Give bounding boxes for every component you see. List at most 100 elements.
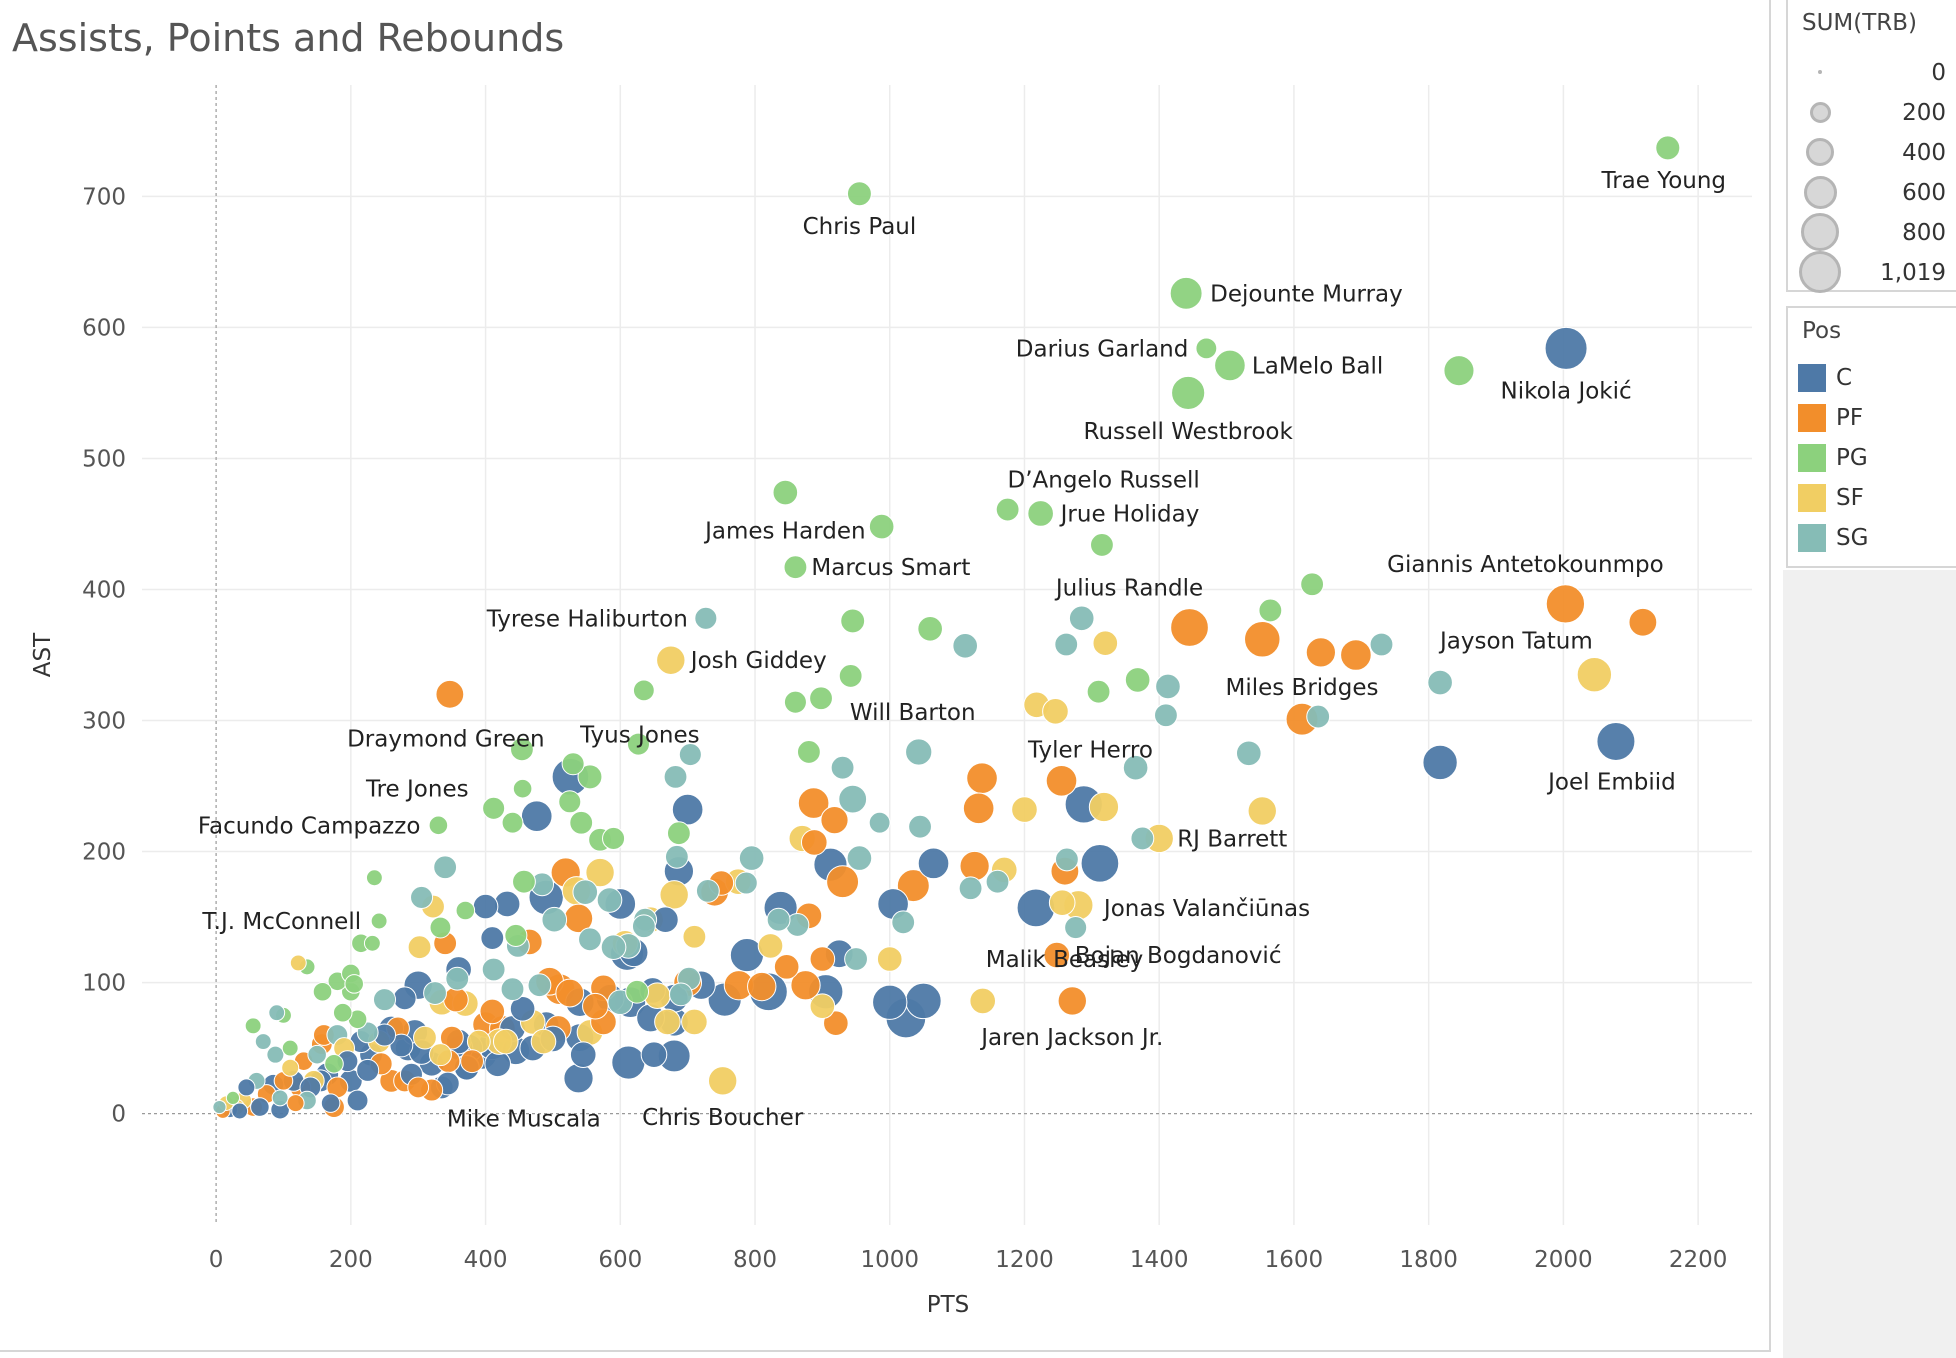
x-tick-label: 1400 (1130, 1247, 1189, 1273)
data-point (1247, 796, 1277, 826)
data-point (577, 764, 603, 790)
data-point (332, 1002, 353, 1023)
point-label: Marcus Smart (811, 555, 970, 581)
data-point (281, 1058, 300, 1077)
point-label: Jayson Tatum (1438, 629, 1593, 655)
point-label: Dejounte Murray (1210, 281, 1403, 307)
data-point (445, 966, 470, 991)
data-point (905, 738, 933, 766)
point-label: Mike Muscala (447, 1106, 601, 1132)
data-point (1306, 704, 1331, 729)
data-point (772, 479, 799, 506)
size-legend-title: SUM(TRB) (1802, 10, 1918, 36)
data-points (212, 135, 1681, 1120)
chart-frame (0, 0, 1771, 1352)
data-point (966, 762, 998, 794)
data-point (479, 998, 506, 1025)
y-tick-label: 100 (82, 971, 126, 997)
data-point (669, 982, 693, 1007)
data-point (826, 865, 860, 899)
x-tick-label: 200 (329, 1247, 373, 1273)
data-point (410, 885, 434, 909)
point-label: Miles Bridges (1225, 675, 1378, 701)
x-tick-label: 400 (464, 1247, 508, 1273)
data-point (809, 946, 836, 972)
y-axis-title: AST (30, 632, 56, 677)
data-point (846, 181, 872, 207)
data-point (428, 1043, 452, 1067)
point-label: Russell Westbrook (1084, 419, 1294, 445)
data-point (480, 926, 505, 950)
data-point (492, 1028, 519, 1055)
x-tick-label: 2200 (1669, 1247, 1728, 1273)
data-point (585, 857, 615, 888)
data-point (872, 984, 908, 1020)
size-legend-item: 600 (1788, 172, 1956, 212)
size-legend-label: 800 (1902, 220, 1946, 246)
point-label: Jaren Jackson Jr. (979, 1025, 1163, 1051)
color-legend-item-sg[interactable]: SG (1788, 518, 1956, 558)
data-point (707, 1066, 738, 1096)
color-legend-item-c[interactable]: C (1788, 358, 1956, 398)
data-point (958, 876, 983, 901)
data-point (654, 1008, 681, 1036)
data-point (512, 869, 536, 894)
data-point (363, 934, 381, 952)
data-point (1057, 986, 1087, 1016)
data-point (952, 633, 978, 659)
data-point (435, 679, 465, 709)
data-point (1340, 639, 1372, 671)
data-point (611, 1045, 646, 1080)
axes: 0 200 400 600 800 1000 1200 1400 1600 1800 2000 220… (30, 85, 1752, 1318)
color-legend-item-pg[interactable]: PG (1788, 438, 1956, 478)
data-point (1154, 703, 1178, 728)
color-legend-item-sf[interactable]: SF (1788, 478, 1956, 518)
color-legend-label: C (1836, 365, 1853, 391)
x-axis-title: PTS (927, 1292, 970, 1318)
data-point (625, 979, 650, 1004)
color-legend-item-pf[interactable]: PF (1788, 398, 1956, 438)
data-point (281, 1039, 299, 1057)
data-point (530, 1028, 557, 1055)
point-label: Darius Garland (1016, 336, 1189, 362)
y-tick-label: 400 (82, 577, 126, 603)
data-point (995, 497, 1020, 522)
point-label: D’Angelo Russell (1007, 468, 1199, 494)
size-legend-circle (1809, 101, 1831, 123)
data-point (868, 513, 895, 540)
data-point (896, 869, 930, 903)
data-point (271, 1089, 289, 1107)
data-point (800, 829, 828, 856)
data-point (790, 970, 821, 1001)
chart-title: Assists, Points and Rebounds (12, 16, 565, 60)
data-point (512, 778, 533, 799)
x-tick-label: 1800 (1399, 1247, 1458, 1273)
point-label: Will Barton (850, 700, 976, 726)
data-point (1027, 500, 1054, 527)
data-point (1544, 326, 1588, 370)
size-legend-label: 200 (1902, 100, 1946, 126)
point-label: Tyus Jones (579, 722, 700, 748)
color-legend-title: Pos (1802, 318, 1842, 344)
data-point (1300, 572, 1325, 597)
data-point (558, 790, 582, 814)
data-point (307, 1044, 327, 1065)
data-point (969, 987, 997, 1015)
point-label: Joel Embiid (1546, 769, 1676, 795)
data-point (796, 740, 821, 764)
data-point (962, 792, 995, 825)
data-point (1545, 584, 1586, 624)
data-point (455, 900, 476, 921)
data-point (572, 879, 599, 905)
color-swatch (1798, 444, 1826, 472)
point-label: Trae Young (1601, 168, 1727, 194)
point-label: Nikola Jokić (1500, 378, 1631, 404)
data-point (254, 1033, 272, 1051)
data-point (1258, 598, 1283, 623)
data-point (868, 811, 891, 834)
data-point (631, 914, 656, 939)
y-tick-label: 500 (82, 446, 126, 472)
data-point (656, 645, 686, 675)
data-point (582, 992, 609, 1020)
color-legend: Pos C PF PG SF SG (1786, 306, 1956, 568)
